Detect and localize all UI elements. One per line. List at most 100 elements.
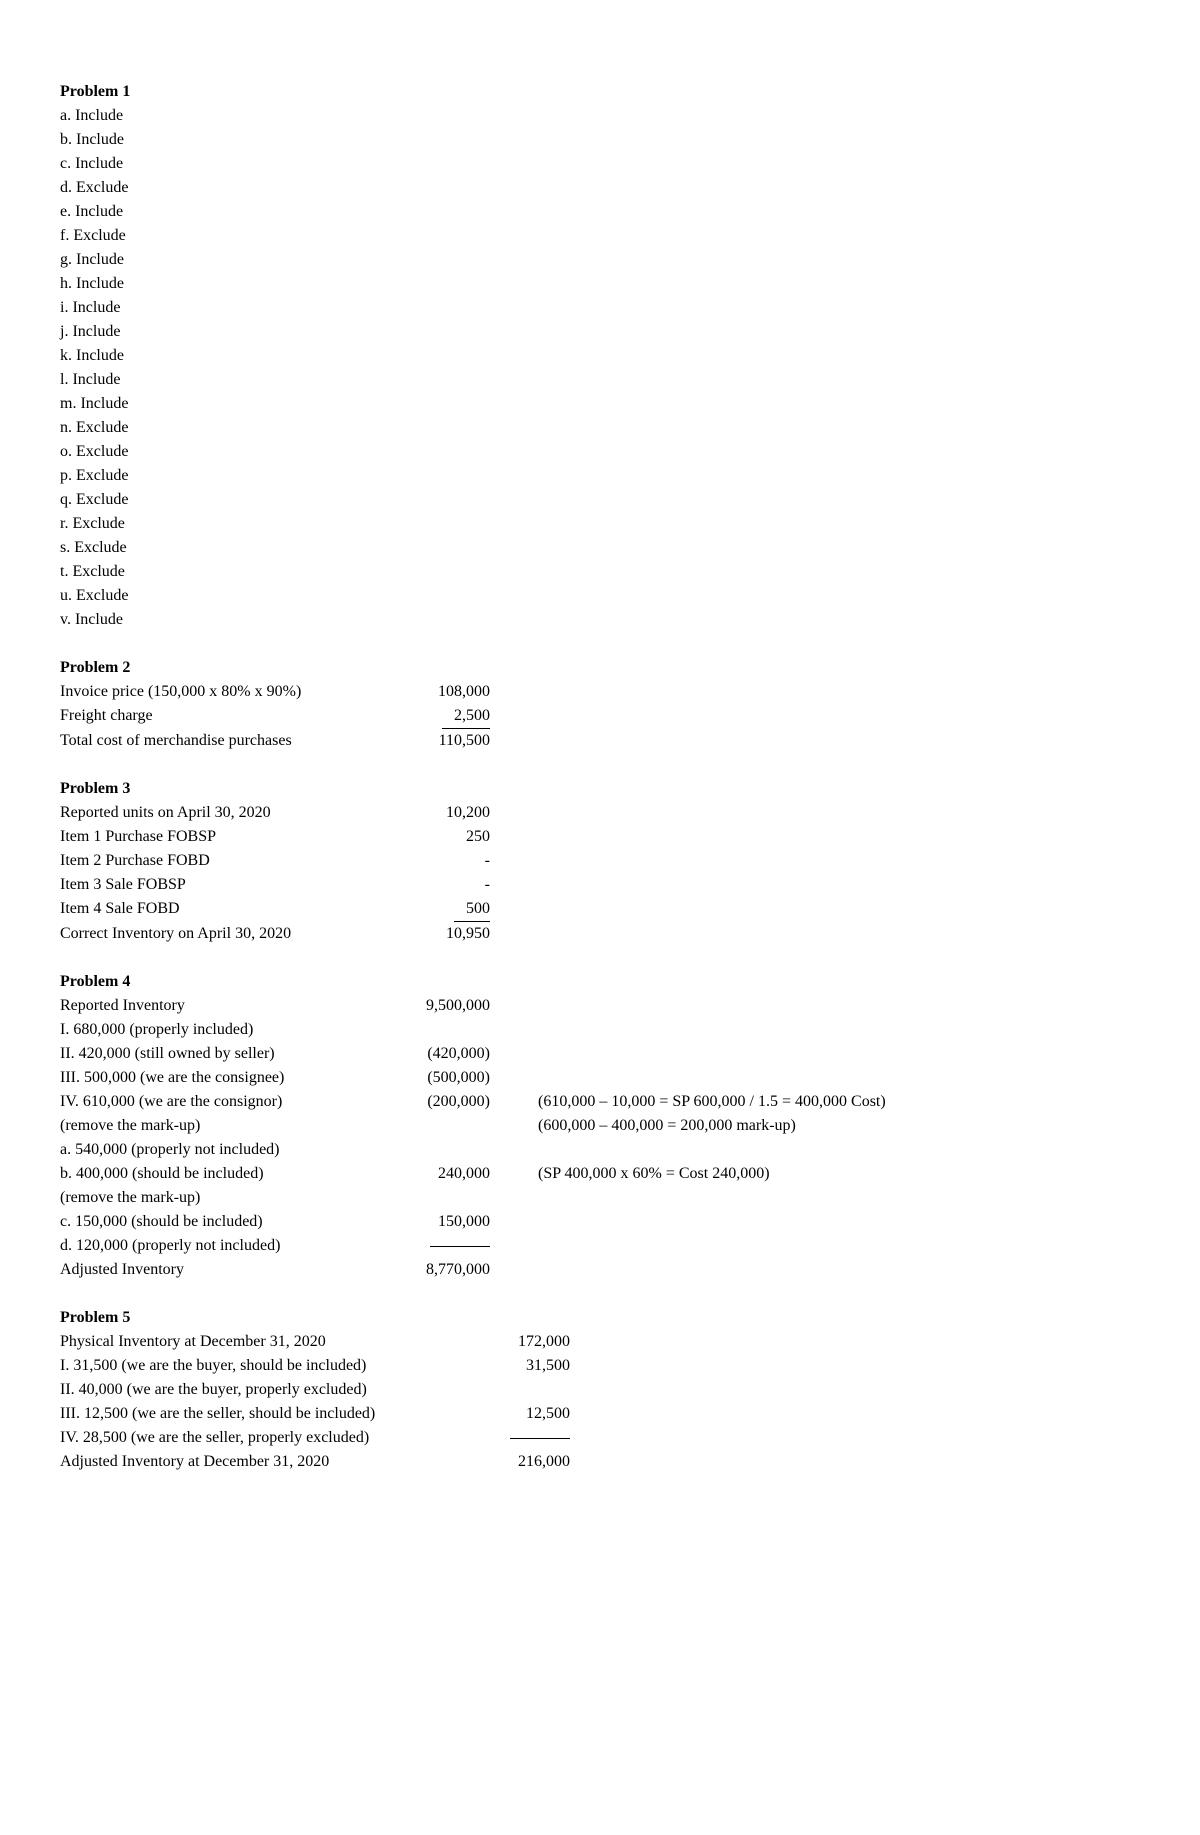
row-label: Reported units on April 30, 2020 [60, 801, 400, 825]
problem-1-item: r. Exclude [60, 512, 1140, 536]
row-label: II. 420,000 (still owned by seller) [60, 1042, 380, 1066]
problem-5-title: Problem 5 [60, 1306, 1140, 1330]
problem-4: Problem 4 Reported Inventory9,500,000I. … [60, 970, 1140, 1282]
table-row: Physical Inventory at December 31, 20201… [60, 1330, 1140, 1354]
row-value: 10,200 [400, 801, 490, 825]
row-label: Item 4 Sale FOBD [60, 897, 400, 921]
problem-1-item: s. Exclude [60, 536, 1140, 560]
row-note: (SP 400,000 x 60% = Cost 240,000) [538, 1162, 770, 1186]
problem-1-item: h. Include [60, 272, 1140, 296]
row-value: - [400, 873, 490, 897]
row-value: 500 [400, 897, 490, 922]
row-value: 110,500 [400, 729, 490, 753]
row-label: II. 40,000 (we are the buyer, properly e… [60, 1378, 460, 1402]
problem-2-rows: Invoice price (150,000 x 80% x 90%)108,0… [60, 680, 1140, 753]
table-row: IV. 610,000 (we are the consignor)(200,0… [60, 1090, 1140, 1114]
row-label: IV. 28,500 (we are the seller, properly … [60, 1426, 460, 1450]
table-row: Item 2 Purchase FOBD- [60, 849, 1140, 873]
problem-2: Problem 2 Invoice price (150,000 x 80% x… [60, 656, 1140, 753]
table-row: I. 31,500 (we are the buyer, should be i… [60, 1354, 1140, 1378]
problem-1-list: a. Includeb. Includec. Included. Exclude… [60, 104, 1140, 632]
row-value: (200,000) [380, 1090, 490, 1114]
row-label: Item 1 Purchase FOBSP [60, 825, 400, 849]
table-row: II. 420,000 (still owned by seller)(420,… [60, 1042, 1140, 1066]
table-row: c. 150,000 (should be included)150,000 [60, 1210, 1140, 1234]
problem-1-item: a. Include [60, 104, 1140, 128]
row-value: 10,950 [400, 922, 490, 946]
row-label: Item 2 Purchase FOBD [60, 849, 400, 873]
problem-1-title: Problem 1 [60, 80, 1140, 104]
table-row: Freight charge 2,500 [60, 704, 1140, 729]
table-row: (remove the mark-up)(600,000 – 400,000 =… [60, 1114, 1140, 1138]
table-row: (remove the mark-up) [60, 1186, 1140, 1210]
table-row: Item 4 Sale FOBD 500 [60, 897, 1140, 922]
row-value: 12,500 [460, 1402, 570, 1426]
row-value: 108,000 [400, 680, 490, 704]
problem-1-item: o. Exclude [60, 440, 1140, 464]
table-row: Correct Inventory on April 30, 202010,95… [60, 922, 1140, 946]
row-label: I. 680,000 (properly included) [60, 1018, 380, 1042]
table-row: Reported Inventory9,500,000 [60, 994, 1140, 1018]
table-row: d. 120,000 (properly not included) [60, 1234, 1140, 1258]
problem-1-item: j. Include [60, 320, 1140, 344]
row-value [380, 1234, 490, 1258]
problem-1-item: c. Include [60, 152, 1140, 176]
problem-5-rows: Physical Inventory at December 31, 2020 1… [60, 1330, 1140, 1474]
row-label: d. 120,000 (properly not included) [60, 1234, 380, 1258]
row-note: (600,000 – 400,000 = 200,000 mark-up) [538, 1114, 796, 1138]
row-label: IV. 610,000 (we are the consignor) [60, 1090, 380, 1114]
problem-1-item: f. Exclude [60, 224, 1140, 248]
problem-3: Problem 3 Reported units on April 30, 20… [60, 777, 1140, 946]
problem-1-item: d. Exclude [60, 176, 1140, 200]
table-row: Invoice price (150,000 x 80% x 90%)108,0… [60, 680, 1140, 704]
table-row: Adjusted Inventory at December 31, 20202… [60, 1450, 1140, 1474]
row-value: 240,000 [380, 1162, 490, 1186]
row-label: Physical Inventory at December 31, 2020 [60, 1330, 460, 1354]
row-value: 216,000 [460, 1450, 570, 1474]
table-row: Adjusted Inventory8,770,000 [60, 1258, 1140, 1282]
table-row: Item 1 Purchase FOBSP250 [60, 825, 1140, 849]
row-value: (420,000) [380, 1042, 490, 1066]
table-row: a. 540,000 (properly not included) [60, 1138, 1140, 1162]
table-row: II. 40,000 (we are the buyer, properly e… [60, 1378, 1140, 1402]
table-row: Item 3 Sale FOBSP- [60, 873, 1140, 897]
problem-1-item: m. Include [60, 392, 1140, 416]
row-label: a. 540,000 (properly not included) [60, 1138, 380, 1162]
problem-1-item: i. Include [60, 296, 1140, 320]
row-label: I. 31,500 (we are the buyer, should be i… [60, 1354, 460, 1378]
problem-2-title: Problem 2 [60, 656, 1140, 680]
problem-1-item: e. Include [60, 200, 1140, 224]
row-label: III. 500,000 (we are the consignee) [60, 1066, 380, 1090]
problem-1-item: p. Exclude [60, 464, 1140, 488]
problem-1-item: g. Include [60, 248, 1140, 272]
problem-5: Problem 5 Physical Inventory at December… [60, 1306, 1140, 1474]
problem-4-rows: Reported Inventory9,500,000I. 680,000 (p… [60, 994, 1140, 1282]
row-label: (remove the mark-up) [60, 1186, 380, 1210]
problem-3-title: Problem 3 [60, 777, 1140, 801]
row-label: Total cost of merchandise purchases [60, 729, 400, 753]
row-value: - [400, 849, 490, 873]
table-row: b. 400,000 (should be included)240,000 (S… [60, 1162, 1140, 1186]
row-label: Item 3 Sale FOBSP [60, 873, 400, 897]
table-row: III. 500,000 (we are the consignee)(500,… [60, 1066, 1140, 1090]
row-label: Invoice price (150,000 x 80% x 90%) [60, 680, 400, 704]
row-value [460, 1426, 570, 1450]
problem-1-item: k. Include [60, 344, 1140, 368]
table-row: I. 680,000 (properly included) [60, 1018, 1140, 1042]
row-label: b. 400,000 (should be included) [60, 1162, 380, 1186]
row-value: 31,500 [460, 1354, 570, 1378]
row-value: 250 [400, 825, 490, 849]
problem-1-item: n. Exclude [60, 416, 1140, 440]
problem-4-title: Problem 4 [60, 970, 1140, 994]
problem-1-item: l. Include [60, 368, 1140, 392]
table-row: III. 12,500 (we are the seller, should b… [60, 1402, 1140, 1426]
row-value: 9,500,000 [380, 994, 490, 1018]
row-value: 2,500 [400, 704, 490, 729]
problem-1-item: q. Exclude [60, 488, 1140, 512]
problem-1-item: v. Include [60, 608, 1140, 632]
row-label: III. 12,500 (we are the seller, should b… [60, 1402, 460, 1426]
problem-1-item: u. Exclude [60, 584, 1140, 608]
row-label: Freight charge [60, 704, 400, 728]
row-label: Adjusted Inventory [60, 1258, 380, 1282]
problem-1: Problem 1 a. Includeb. Includec. Include… [60, 80, 1140, 632]
